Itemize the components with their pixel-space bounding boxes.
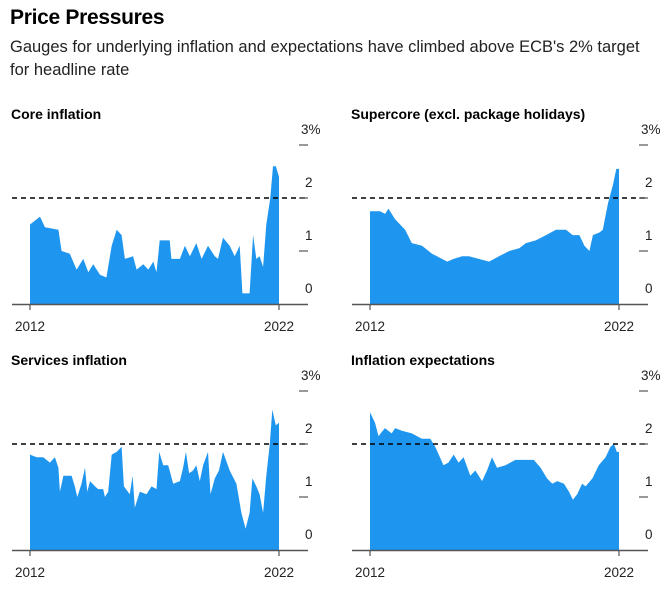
y-tick-label: 0	[645, 527, 653, 542]
panel-title: Supercore (excl. package holidays)	[351, 106, 585, 122]
chart-subtitle: Gauges for underlying inflation and expe…	[10, 38, 640, 79]
y-tick-label: 1	[305, 474, 313, 489]
y-tick-label: 3%	[641, 368, 661, 383]
x-tick-label: 2012	[15, 319, 45, 334]
y-tick-label: 3%	[301, 368, 321, 383]
y-tick-label: 1	[645, 228, 653, 243]
x-tick-label: 2022	[604, 565, 634, 580]
series-area	[30, 166, 279, 304]
y-tick-label: 1	[645, 474, 653, 489]
y-tick-label: 0	[305, 281, 313, 296]
panel-title: Core inflation	[11, 106, 101, 122]
chart-svg: Supercore (excl. package holidays) 0 1 2 3% 2…	[351, 106, 661, 334]
panel-supercore: Supercore (excl. package holidays) 0 1 2 3% 2…	[336, 100, 672, 346]
chart-title: Price Pressures	[10, 6, 165, 29]
series-area	[370, 168, 619, 304]
x-tick-label: 2022	[264, 319, 294, 334]
y-tick-label: 1	[305, 228, 313, 243]
chart-svg: Inflation expectations 0 1 2 3% 2012 2022	[351, 352, 661, 580]
y-tick-label: 0	[305, 527, 313, 542]
y-tick-label: 2	[305, 421, 313, 436]
y-tick-label: 2	[645, 421, 653, 436]
y-tick-label: 3%	[641, 122, 661, 137]
chart-svg: Core inflation 0 1 2 3% 2012 2022	[11, 106, 321, 334]
x-tick-label: 2012	[355, 565, 385, 580]
x-tick-label: 2022	[604, 319, 634, 334]
y-tick-label: 2	[645, 175, 653, 190]
panel-title: Inflation expectations	[351, 352, 495, 368]
y-tick-label: 3%	[301, 122, 321, 137]
x-tick-label: 2012	[15, 565, 45, 580]
x-tick-label: 2022	[264, 565, 294, 580]
panel-services-inflation: Services inflation 0 1 2 3% 2012 2022	[0, 346, 336, 592]
y-tick-label: 2	[305, 175, 313, 190]
panel-title: Services inflation	[11, 352, 127, 368]
series-area	[370, 412, 619, 550]
series-area	[30, 409, 279, 550]
y-tick-label: 0	[645, 281, 653, 296]
panel-core-inflation: Core inflation 0 1 2 3% 2012 2022	[0, 100, 336, 346]
x-tick-label: 2012	[355, 319, 385, 334]
panel-inflation-expectations: Inflation expectations 0 1 2 3% 2012 2022	[336, 346, 672, 592]
chart-svg: Services inflation 0 1 2 3% 2012 2022	[11, 352, 321, 580]
